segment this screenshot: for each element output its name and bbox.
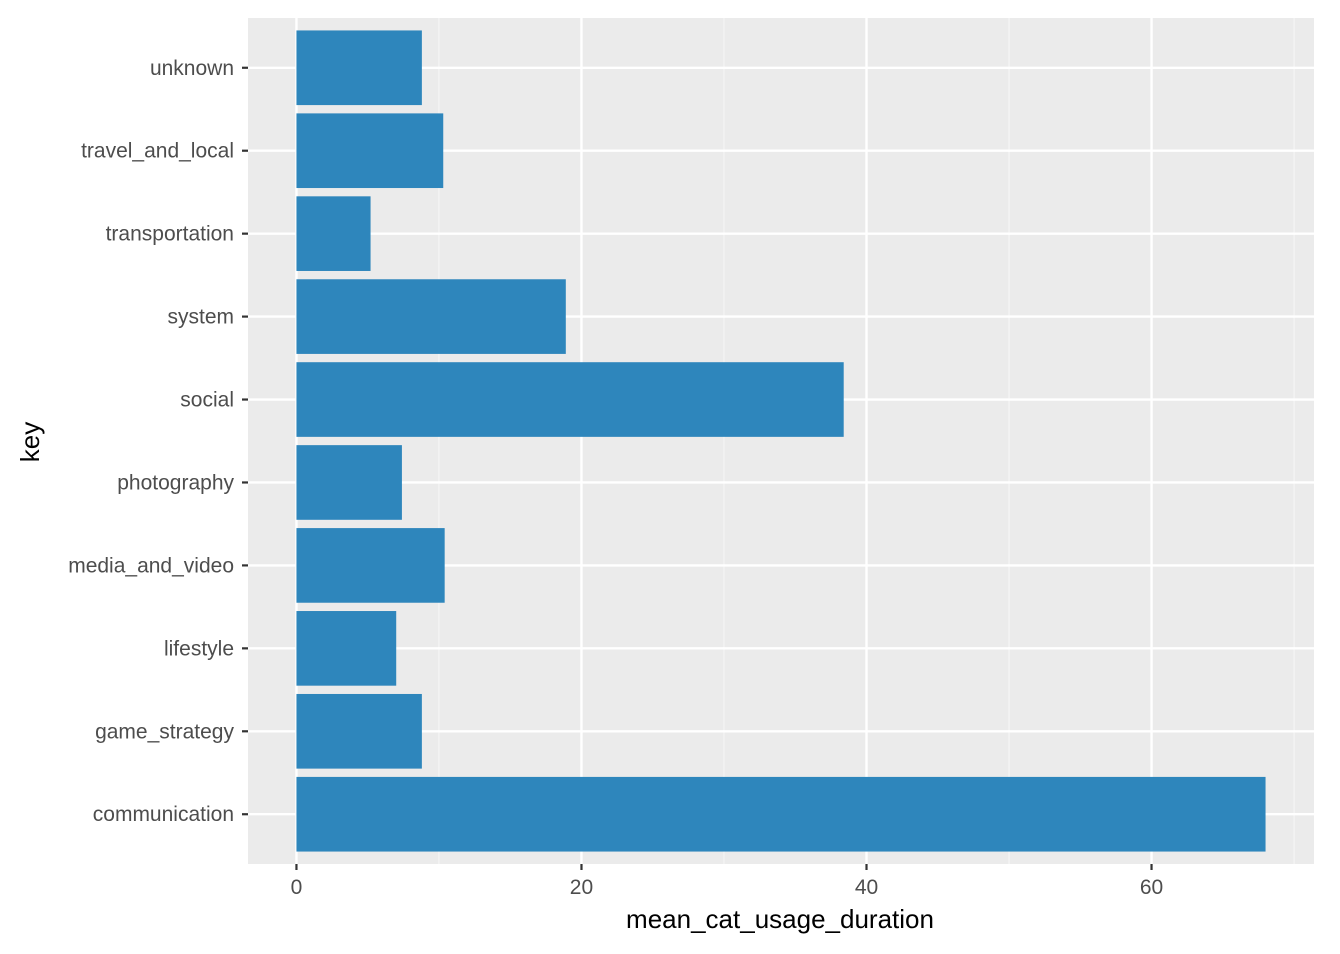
y-tick-label: transportation — [106, 223, 234, 246]
bar-photography — [296, 445, 402, 520]
bar-system — [296, 279, 566, 354]
y-tick-label: system — [167, 306, 234, 329]
bar-unknown — [296, 30, 422, 106]
bar-social — [296, 362, 844, 437]
y-tick-label: lifestyle — [164, 637, 234, 660]
y-axis: communication game_strategy lifestyle media… — [68, 57, 248, 826]
bar-communication — [296, 776, 1266, 852]
y-tick-label: travel_and_local — [81, 140, 234, 163]
x-axis-title: mean_cat_usage_duration — [626, 904, 934, 934]
y-tick-label: media_and_video — [68, 554, 234, 577]
y-tick-label: communication — [93, 803, 234, 826]
x-tick-label: 40 — [855, 876, 878, 899]
y-tick-label: unknown — [150, 57, 234, 80]
y-tick-label: photography — [117, 471, 234, 494]
x-tick-label: 0 — [291, 876, 303, 899]
y-tick-label: social — [180, 389, 234, 412]
bar-transportation — [296, 196, 371, 271]
bar-travel-and-local — [296, 113, 444, 189]
bars — [296, 30, 1266, 852]
y-axis-title: key — [15, 422, 45, 462]
y-tick-label: game_strategy — [95, 720, 234, 743]
x-tick-label: 20 — [570, 876, 593, 899]
x-tick-label: 60 — [1140, 876, 1163, 899]
x-axis: 0 20 40 60 — [291, 864, 1163, 899]
bar-game-strategy — [296, 693, 422, 769]
bar-media-and-video — [296, 528, 445, 603]
bar-lifestyle — [296, 611, 397, 686]
